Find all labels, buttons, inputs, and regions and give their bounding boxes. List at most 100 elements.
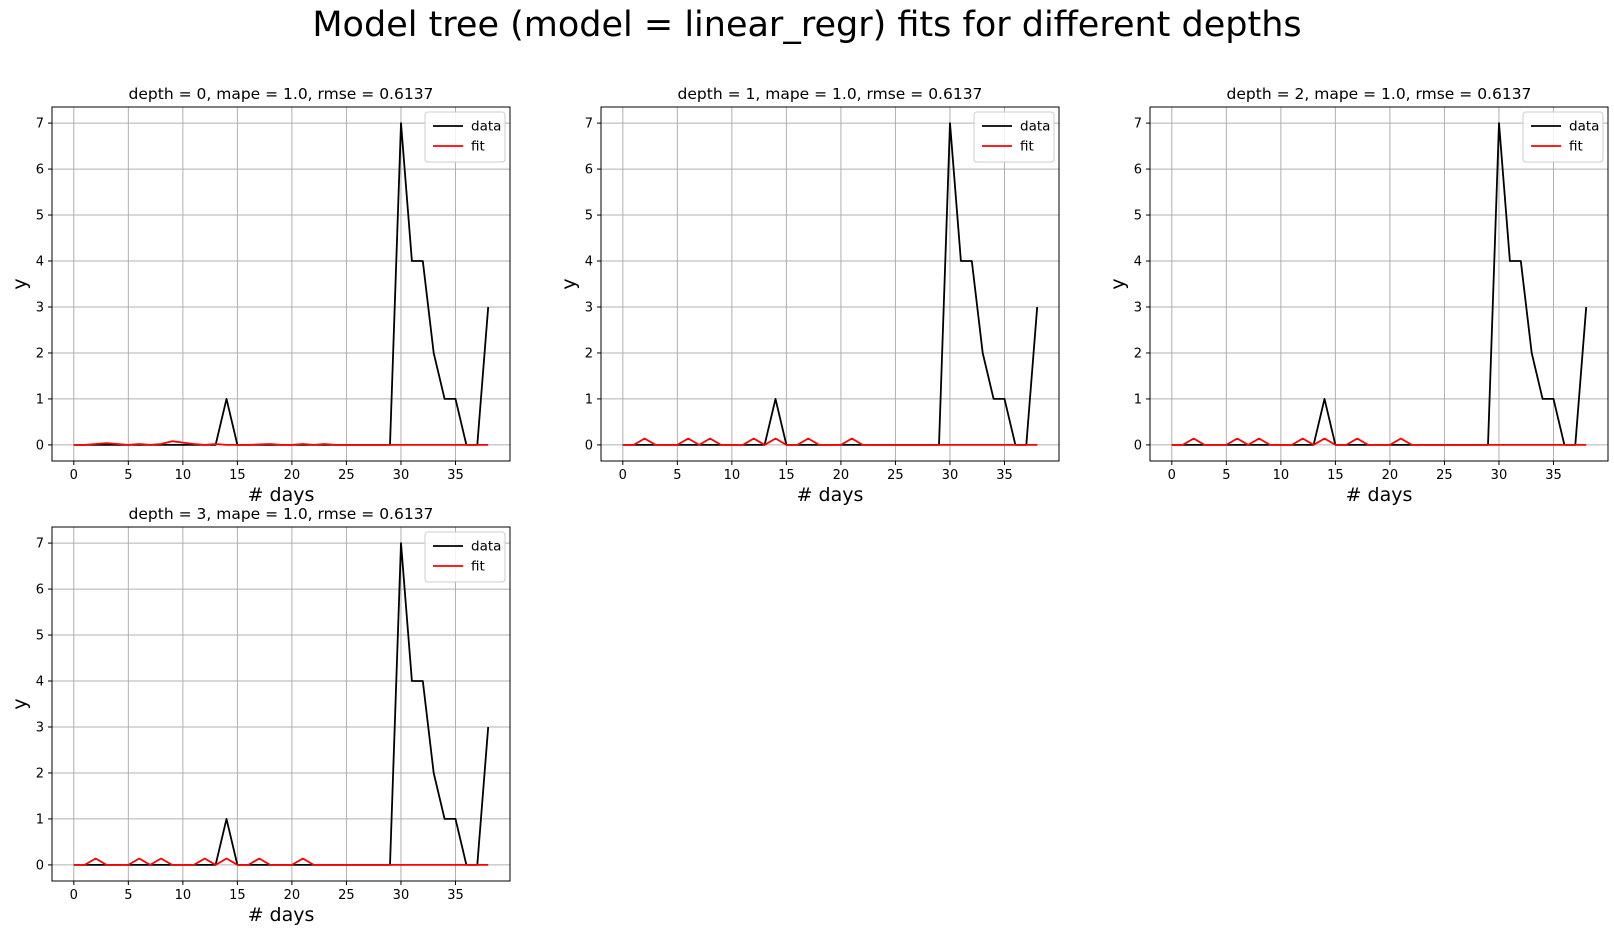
x-axis-label: # days — [248, 904, 315, 926]
y-tick-label: 5 — [585, 209, 593, 224]
legend: data fit — [424, 531, 506, 583]
y-axis-label: y — [558, 278, 580, 289]
y-tick-label: 7 — [1134, 117, 1142, 132]
x-axis-label: # days — [248, 484, 315, 506]
x-tick-label: 10 — [724, 468, 741, 483]
x-tick-label: 35 — [447, 888, 464, 903]
x-axis-label: # days — [797, 484, 864, 506]
y-tick-label: 0 — [36, 858, 44, 873]
legend-label: data — [471, 119, 501, 135]
y-tick-label: 5 — [1134, 209, 1142, 224]
legend-box — [1522, 111, 1604, 163]
y-tick-label: 1 — [585, 392, 593, 407]
y-tick-label: 7 — [585, 117, 593, 132]
y-tick-label: 5 — [36, 629, 44, 644]
x-tick-label: 25 — [1436, 468, 1453, 483]
x-tick-label: 15 — [229, 888, 246, 903]
x-tick-label: 15 — [778, 468, 795, 483]
series-line-data — [73, 542, 490, 866]
y-tick-label: 6 — [585, 163, 593, 178]
y-tick-label: 2 — [36, 766, 44, 781]
figure-title: Model tree (model = linear_regr) fits fo… — [312, 5, 1302, 45]
y-axis-label: y — [1107, 278, 1129, 289]
y-tick-label: 7 — [36, 537, 44, 552]
x-tick-label: 20 — [833, 468, 850, 483]
subplot-2: 0 5 10 15 20 25 30 35 0 1 2 3 4 5 6 7 depth = 2, mape = … — [1107, 85, 1609, 506]
x-tick-label: 10 — [175, 888, 192, 903]
legend-label: data — [1020, 119, 1050, 135]
y-tick-label: 3 — [1134, 300, 1142, 315]
x-axis-label: # days — [1346, 484, 1413, 506]
legend: data fit — [1522, 111, 1604, 163]
x-tick-label: 10 — [1273, 468, 1290, 483]
legend-label: fit — [1569, 139, 1583, 155]
y-tick-label: 1 — [36, 392, 44, 407]
y-tick-label: 4 — [585, 255, 593, 270]
axes-frame — [51, 526, 511, 882]
x-tick-label: 20 — [284, 468, 301, 483]
subplot-3: 0 5 10 15 20 25 30 35 0 1 2 3 4 5 6 7 depth = 3, mape = … — [9, 505, 511, 926]
y-tick-label: 0 — [36, 438, 44, 453]
series-line-fit — [622, 437, 1038, 446]
y-tick-label: 6 — [36, 163, 44, 178]
legend-box — [424, 531, 506, 583]
subplot-title: depth = 2, mape = 1.0, rmse = 0.6137 — [1227, 85, 1532, 103]
series-line-fit — [1171, 437, 1587, 446]
legend-box — [973, 111, 1055, 163]
legend-label: data — [1569, 119, 1599, 135]
x-tick-label: 15 — [1327, 468, 1344, 483]
subplot-title: depth = 0, mape = 1.0, rmse = 0.6137 — [129, 85, 434, 103]
x-tick-label: 10 — [175, 468, 192, 483]
x-tick-label: 15 — [229, 468, 246, 483]
series-line-fit — [73, 440, 489, 446]
x-tick-label: 35 — [1545, 468, 1562, 483]
x-tick-label: 35 — [447, 468, 464, 483]
y-tick-label: 4 — [36, 675, 44, 690]
y-tick-label: 2 — [585, 346, 593, 361]
x-tick-label: 25 — [338, 468, 355, 483]
y-tick-label: 2 — [36, 346, 44, 361]
legend: data fit — [424, 111, 506, 163]
subplot-title: depth = 3, mape = 1.0, rmse = 0.6137 — [129, 505, 434, 523]
x-tick-label: 20 — [1382, 468, 1399, 483]
subplot-1: 0 5 10 15 20 25 30 35 0 1 2 3 4 5 6 7 depth = 1, mape = … — [558, 85, 1060, 506]
series-line-data — [622, 122, 1039, 446]
y-tick-label: 1 — [36, 812, 44, 827]
series-line-fit — [73, 857, 489, 866]
legend-label: fit — [471, 559, 485, 575]
x-tick-label: 5 — [673, 468, 681, 483]
y-tick-label: 0 — [1134, 438, 1142, 453]
legend-label: fit — [471, 139, 485, 155]
legend-label: fit — [1020, 139, 1034, 155]
axes-frame — [51, 106, 511, 462]
x-tick-label: 5 — [124, 468, 132, 483]
legend: data fit — [973, 111, 1055, 163]
subplot-0: 0 5 10 15 20 25 30 35 0 1 2 3 4 5 6 7 depth = 0, mape = … — [9, 85, 511, 506]
legend-label: data — [471, 539, 501, 555]
y-tick-label: 5 — [36, 209, 44, 224]
axes-frame — [1149, 106, 1609, 462]
x-tick-label: 0 — [1168, 468, 1176, 483]
y-tick-label: 6 — [36, 583, 44, 598]
x-tick-label: 0 — [70, 888, 78, 903]
y-axis-label: y — [9, 698, 31, 709]
x-tick-label: 35 — [996, 468, 1013, 483]
y-tick-label: 4 — [1134, 255, 1142, 270]
x-tick-label: 5 — [1222, 468, 1230, 483]
y-tick-label: 3 — [585, 300, 593, 315]
legend-box — [424, 111, 506, 163]
y-tick-label: 0 — [585, 438, 593, 453]
y-tick-label: 3 — [36, 300, 44, 315]
y-tick-label: 2 — [1134, 346, 1142, 361]
y-tick-label: 4 — [36, 255, 44, 270]
y-tick-label: 7 — [36, 117, 44, 132]
x-tick-label: 0 — [619, 468, 627, 483]
subplot-title: depth = 1, mape = 1.0, rmse = 0.6137 — [678, 85, 983, 103]
x-tick-label: 25 — [887, 468, 904, 483]
x-tick-label: 30 — [1491, 468, 1508, 483]
axes-frame — [600, 106, 1060, 462]
series-line-data — [1171, 122, 1588, 446]
x-tick-label: 30 — [393, 468, 410, 483]
y-tick-label: 3 — [36, 720, 44, 735]
